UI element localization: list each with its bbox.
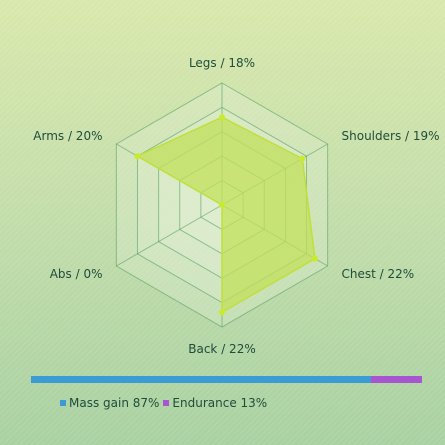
radar-spoke xyxy=(116,204,223,267)
axis-label: Shoulders / 19% xyxy=(342,129,440,143)
split-bar xyxy=(31,376,422,383)
axis-label: Chest / 22% xyxy=(342,267,415,281)
split-bar-segment xyxy=(31,376,372,383)
radar-point xyxy=(219,202,225,208)
split-bar-segment xyxy=(371,376,422,383)
legend-label: Endurance 13% xyxy=(172,396,268,410)
radar-point xyxy=(219,309,225,316)
radar-point xyxy=(219,114,225,121)
radar-point xyxy=(134,153,141,160)
axis-label: Arms / 20% xyxy=(33,129,102,143)
radar-axis-labels: Legs / 18% Shoulders / 19% Chest / 22% Back… xyxy=(33,56,439,356)
axis-label: Abs / 0% xyxy=(50,267,103,281)
legend-item: Mass gain 87% xyxy=(60,396,159,410)
legend-swatch xyxy=(60,400,66,406)
axis-label: Back / 22% xyxy=(188,342,255,356)
legend-label: Mass gain 87% xyxy=(69,396,160,410)
split-bar-legend: Mass gain 87% Endurance 13% xyxy=(60,396,271,410)
axis-label: Legs / 18% xyxy=(189,56,255,70)
radar-point xyxy=(311,255,318,262)
radar-point xyxy=(299,155,306,162)
legend-swatch xyxy=(163,400,170,406)
legend-item: Endurance 13% xyxy=(163,396,267,410)
radar-series xyxy=(134,114,318,316)
